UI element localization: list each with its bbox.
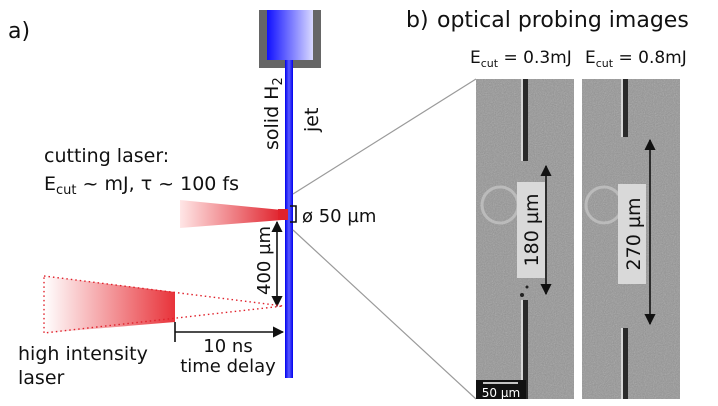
distance-label: 400 µm [254, 226, 275, 295]
image1-gap-label: 180 µm [521, 194, 543, 267]
panel-a-label: a) [8, 19, 30, 44]
panel-b-title: optical probing images [437, 8, 689, 33]
image2-gap-label: 270 µm [623, 198, 645, 271]
image2-energy: Ecut = 0.8mJ [585, 48, 687, 70]
cutting-laser-beam [180, 200, 282, 228]
panel-b-label: b) [406, 8, 429, 33]
zoom-line-bottom [292, 229, 477, 400]
cutting-laser-focus [278, 209, 288, 220]
solid-h2-label: solid H2 [261, 77, 286, 150]
zoom-line-top [292, 78, 477, 195]
image1-label-bg [517, 182, 545, 278]
scale-bar-bg [476, 380, 526, 399]
diameter-bracket [290, 205, 297, 223]
image2-label-bg [618, 184, 646, 284]
image-separator [574, 79, 582, 399]
scale-bar-label: 50 µm [482, 386, 520, 400]
hi-laser-line1: high intensity [18, 343, 148, 365]
image1-energy: Ecut = 0.3mJ [470, 48, 572, 70]
cutting-laser-title: cutting laser: [44, 145, 169, 167]
delay-caption: time delay [180, 356, 276, 377]
probing-image-2 [582, 79, 680, 399]
delay-value: 10 ns [203, 336, 252, 357]
high-intensity-laser-outline [43, 275, 284, 334]
cutting-laser-params: Ecut ~ mJ, τ ~ 100 fs [44, 173, 239, 198]
hydrogen-jet [285, 60, 293, 378]
diameter-label: ø 50 µm [302, 206, 376, 227]
nozzle-holder [259, 10, 321, 68]
hi-laser-line2: laser [18, 367, 65, 389]
high-intensity-laser-beam [44, 276, 175, 333]
jet-label: jet [301, 108, 323, 133]
